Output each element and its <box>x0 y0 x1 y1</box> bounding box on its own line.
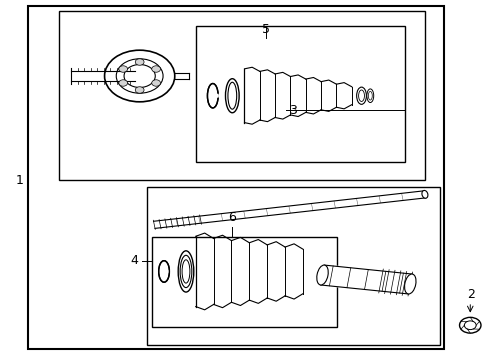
Text: 3: 3 <box>289 104 297 117</box>
Circle shape <box>119 80 127 86</box>
Bar <box>27 6 444 348</box>
Ellipse shape <box>356 87 366 104</box>
Circle shape <box>119 66 127 72</box>
Circle shape <box>135 87 144 93</box>
Wedge shape <box>212 94 218 97</box>
Ellipse shape <box>158 261 169 282</box>
Bar <box>195 26 405 162</box>
Bar <box>59 12 424 180</box>
Text: 2: 2 <box>467 288 474 301</box>
Ellipse shape <box>207 84 218 108</box>
Text: 5: 5 <box>262 23 270 36</box>
Ellipse shape <box>225 79 239 113</box>
Polygon shape <box>320 265 411 294</box>
Text: 6: 6 <box>228 211 236 224</box>
Text: 1: 1 <box>15 174 23 186</box>
Text: 4: 4 <box>131 254 139 267</box>
Bar <box>152 237 336 327</box>
Circle shape <box>151 80 160 86</box>
Circle shape <box>104 50 174 102</box>
Ellipse shape <box>178 251 193 292</box>
Bar <box>147 187 439 345</box>
Ellipse shape <box>316 265 327 285</box>
Ellipse shape <box>404 274 415 294</box>
Polygon shape <box>153 191 425 228</box>
Circle shape <box>135 59 144 65</box>
Circle shape <box>151 66 160 72</box>
Polygon shape <box>71 71 135 81</box>
Ellipse shape <box>421 190 427 198</box>
Circle shape <box>459 318 480 333</box>
Ellipse shape <box>366 89 373 103</box>
